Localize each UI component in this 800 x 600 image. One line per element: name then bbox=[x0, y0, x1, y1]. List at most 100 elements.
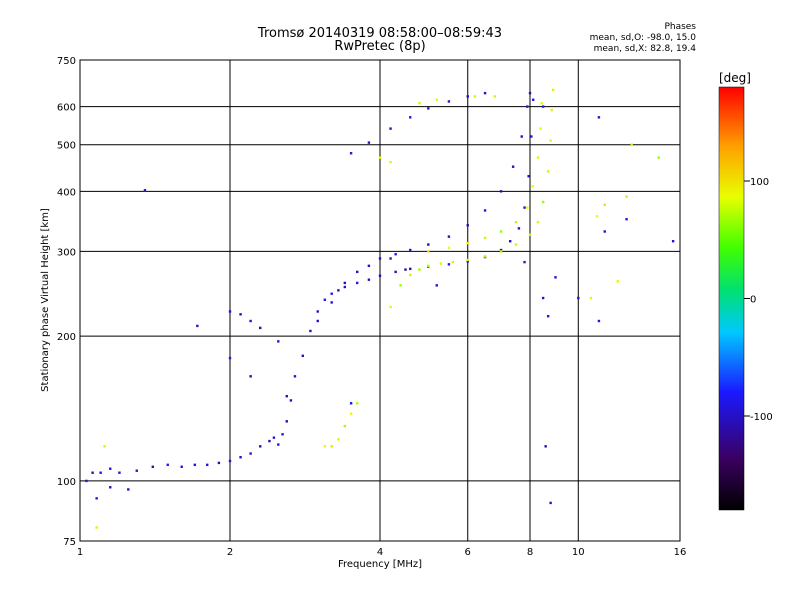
data-point-x bbox=[549, 139, 552, 142]
data-point-x bbox=[546, 170, 550, 173]
data-point-o bbox=[316, 319, 319, 323]
y-axis-label: Stationary phase Virtual Height [km] bbox=[40, 208, 51, 392]
data-point-o bbox=[378, 274, 382, 277]
data-point-x bbox=[399, 284, 402, 287]
colorbar-ticks: 100 0 -100 bbox=[744, 177, 773, 423]
x-tick-label: 6 bbox=[465, 547, 471, 558]
data-point-x bbox=[499, 230, 503, 233]
data-point-o bbox=[239, 313, 242, 316]
data-point-o bbox=[259, 326, 262, 330]
data-point-o bbox=[597, 319, 601, 323]
data-point-o bbox=[466, 224, 469, 227]
colorbar bbox=[718, 86, 745, 511]
phase-stats-o: mean, sd,O: -98.0, 15.0 bbox=[589, 33, 696, 43]
data-point-o bbox=[109, 486, 112, 489]
data-point-o bbox=[281, 433, 284, 436]
data-point-o bbox=[349, 402, 353, 405]
x-axis: 1 2 4 6 8 10 16 bbox=[77, 547, 687, 558]
data-point-o bbox=[95, 497, 98, 500]
data-point-o bbox=[289, 399, 293, 402]
data-point-o bbox=[91, 471, 94, 474]
data-point-x bbox=[389, 160, 392, 164]
data-point-x bbox=[473, 95, 477, 98]
data-point-o bbox=[549, 501, 552, 505]
data-point-x bbox=[536, 221, 540, 224]
data-point-x bbox=[483, 236, 487, 240]
y-tick-label: 600 bbox=[57, 103, 76, 114]
data-point-x bbox=[427, 250, 430, 253]
data-point-o bbox=[520, 135, 523, 138]
data-point-o bbox=[508, 240, 512, 243]
data-point-o bbox=[499, 190, 503, 193]
data-point-o bbox=[285, 420, 288, 423]
data-point-o bbox=[180, 465, 183, 468]
data-points bbox=[85, 88, 675, 529]
data-point-o bbox=[196, 324, 199, 328]
data-point-o bbox=[389, 127, 392, 130]
data-point-o bbox=[526, 105, 529, 108]
data-point-o bbox=[625, 218, 628, 221]
data-point-o bbox=[541, 105, 545, 108]
data-point-o bbox=[193, 463, 197, 467]
data-point-x bbox=[536, 156, 540, 159]
data-point-o bbox=[447, 100, 451, 103]
data-point-o bbox=[511, 165, 515, 168]
data-point-x bbox=[657, 156, 660, 159]
data-point-o bbox=[597, 116, 601, 119]
data-point-o bbox=[530, 135, 533, 138]
chart-subtitle: RwPretec (8p) bbox=[334, 39, 426, 54]
data-point-o bbox=[293, 375, 297, 378]
data-point-x bbox=[103, 445, 106, 448]
x-tick-label: 10 bbox=[572, 547, 585, 558]
data-point-o bbox=[523, 206, 526, 209]
data-point-o bbox=[259, 445, 262, 448]
data-point-x bbox=[625, 195, 628, 198]
data-point-o bbox=[249, 319, 252, 323]
data-point-x bbox=[466, 258, 469, 262]
data-point-o bbox=[554, 276, 557, 279]
colorbar-tick-label: 100 bbox=[750, 177, 769, 188]
x-tick-label: 16 bbox=[674, 547, 687, 558]
data-point-x bbox=[355, 402, 359, 405]
data-point-o bbox=[316, 310, 319, 313]
data-point-o bbox=[466, 260, 469, 263]
plot-frame bbox=[79, 59, 681, 542]
data-point-x bbox=[418, 101, 421, 105]
data-point-o bbox=[483, 209, 487, 212]
data-point-o bbox=[135, 469, 138, 472]
y-tick-label: 75 bbox=[63, 537, 76, 548]
data-point-o bbox=[523, 260, 526, 264]
data-point-o bbox=[277, 443, 280, 446]
data-point-o bbox=[309, 329, 312, 333]
data-point-x bbox=[526, 206, 529, 209]
data-point-o bbox=[268, 439, 271, 443]
data-point-o bbox=[337, 289, 340, 292]
data-point-o bbox=[349, 152, 353, 155]
data-point-x bbox=[409, 273, 412, 277]
y-tick-label: 300 bbox=[57, 247, 76, 258]
data-point-x bbox=[349, 412, 353, 415]
data-point-o bbox=[228, 459, 232, 463]
data-point-o bbox=[466, 95, 469, 98]
data-point-o bbox=[378, 257, 382, 260]
data-point-o bbox=[228, 310, 232, 313]
grid-lines bbox=[80, 60, 680, 541]
data-point-o bbox=[151, 465, 155, 468]
data-point-o bbox=[143, 189, 147, 192]
data-point-x bbox=[337, 438, 340, 441]
x-axis-label: Frequency [MHz] bbox=[338, 559, 422, 570]
colorbar-tick-label: 0 bbox=[750, 295, 756, 306]
chart-title: Tromsø 20140319 08:58:00–08:59:43 bbox=[257, 26, 503, 41]
data-point-x bbox=[418, 268, 421, 271]
data-point-o bbox=[118, 471, 121, 474]
data-point-o bbox=[367, 141, 371, 144]
data-point-o bbox=[85, 479, 88, 483]
data-point-x bbox=[551, 88, 555, 92]
data-point-x bbox=[378, 156, 382, 159]
data-point-o bbox=[323, 298, 327, 301]
data-point-o bbox=[603, 230, 606, 233]
data-point-x bbox=[447, 246, 451, 250]
data-point-x bbox=[435, 98, 438, 101]
